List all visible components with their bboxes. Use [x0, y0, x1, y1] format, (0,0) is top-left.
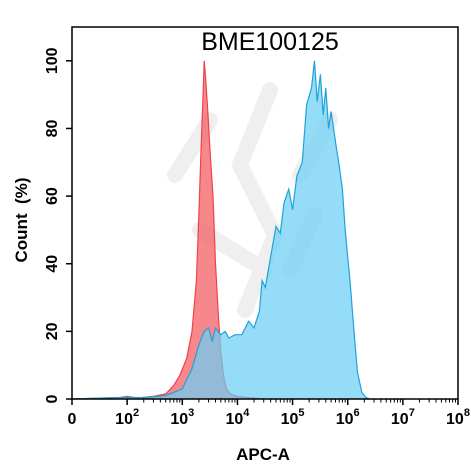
- y-tick-label: 20: [44, 322, 61, 340]
- y-axis-label: Count (%): [12, 178, 31, 263]
- y-tick-label: 40: [44, 255, 61, 273]
- chart-title: BME100125: [201, 28, 339, 56]
- x-tick-label: 0: [68, 411, 77, 428]
- x-tick-label: 102: [115, 407, 139, 428]
- y-tick-label: 100: [44, 47, 61, 74]
- x-tick-label: 108: [446, 407, 470, 428]
- series-1: [71, 60, 370, 400]
- x-tick-label: 104: [225, 407, 250, 428]
- series-0-area: [72, 60, 264, 400]
- series-1-line: [71, 60, 370, 400]
- plot-frame: [71, 26, 459, 400]
- series-layer: [71, 60, 370, 400]
- y-tick-label: 60: [44, 187, 61, 205]
- x-tick-label: 103: [170, 407, 194, 428]
- y-tick-label: 0: [44, 394, 61, 403]
- x-tick-label: 107: [391, 407, 415, 428]
- x-axis-label: APC-A: [236, 445, 290, 464]
- x-tick-label: 105: [281, 407, 305, 428]
- series-1-area: [72, 60, 370, 400]
- axes-layer: 0 20 40 60 80 100 0 102 103 104 105 106 107 108: [44, 26, 470, 428]
- y-tick-label: 80: [44, 119, 61, 137]
- x-tick-label: 106: [336, 407, 360, 428]
